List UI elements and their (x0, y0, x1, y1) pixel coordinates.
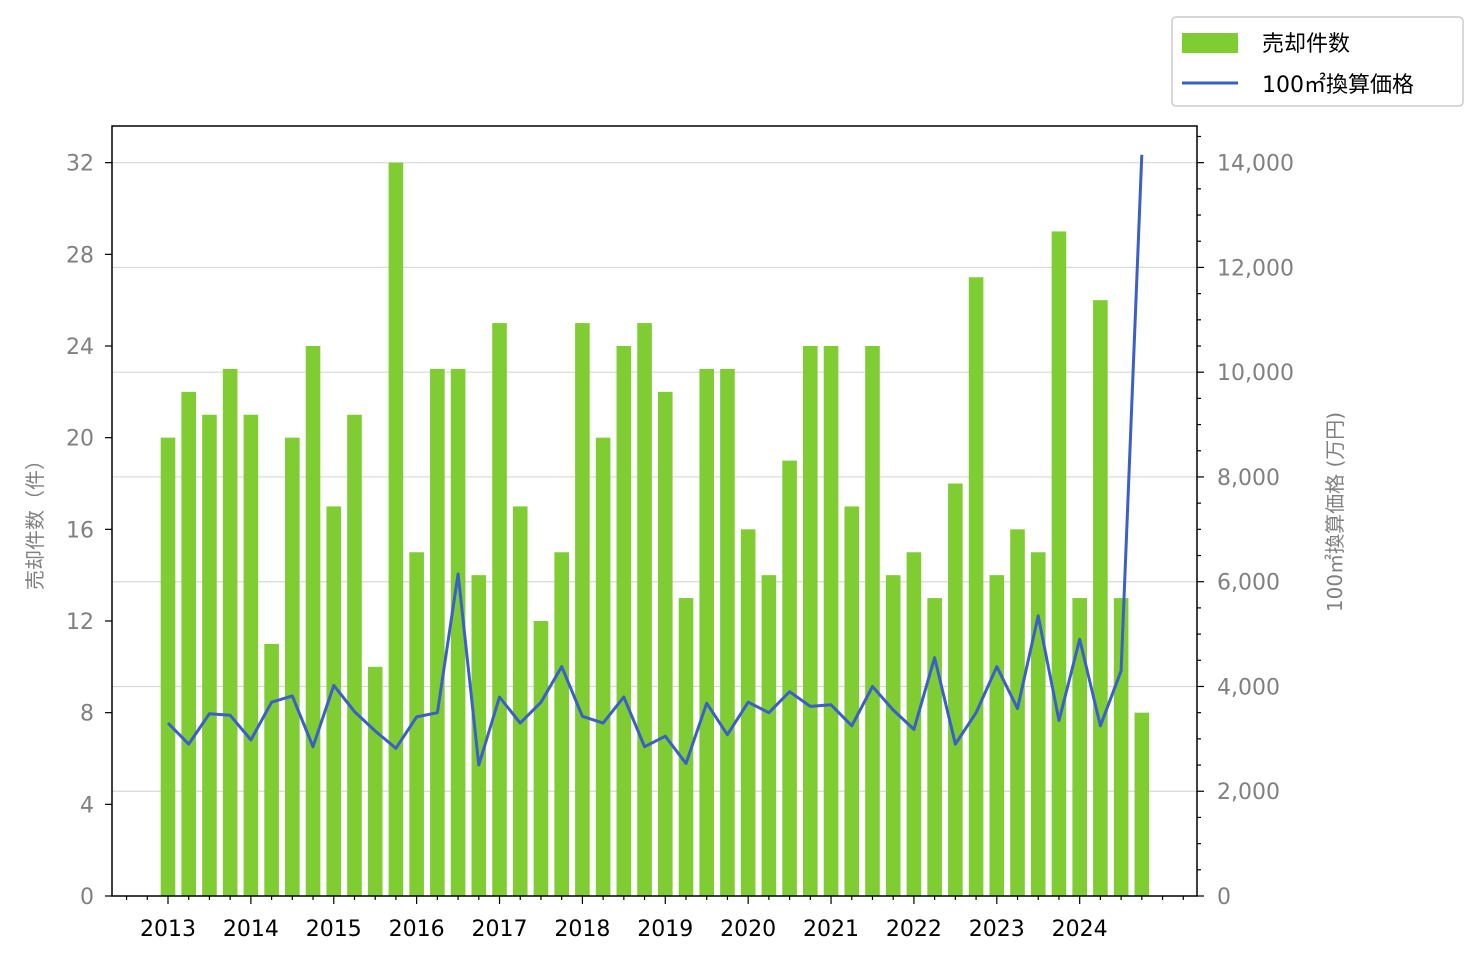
bar (761, 575, 777, 896)
y-axis-right: 0 2,000 4,000 6,000 8,000 10,000 12,000 14,000 (1197, 135, 1294, 910)
y-left-tick-label: 0 (80, 885, 94, 910)
price-line (166, 154, 1144, 767)
bar (222, 368, 238, 897)
bar (1010, 529, 1025, 896)
y-left-tick-label: 20 (66, 427, 94, 452)
bar (285, 437, 300, 896)
x-axis: 2013 2014 2015 2016 2017 2018 2019 2020 2021 2022… (125, 896, 1184, 942)
x-tick-label: 2023 (969, 917, 1025, 942)
bar (1072, 598, 1087, 896)
bar (720, 368, 735, 897)
legend-label-line: 100㎡換算価格 (1262, 72, 1414, 98)
x-tick-label: 2015 (306, 917, 362, 942)
bar (927, 598, 942, 896)
y-left-tick-label: 16 (66, 518, 94, 543)
bar (264, 643, 279, 896)
x-tick-label: 2018 (554, 917, 610, 942)
legend-label-bar: 売却件数 (1262, 32, 1350, 57)
bar (865, 346, 880, 896)
x-tick-label: 2014 (223, 917, 279, 942)
bar (1113, 598, 1129, 896)
x-tick-label: 2017 (472, 917, 528, 942)
bar (409, 552, 424, 896)
x-tick-label: 2019 (637, 917, 693, 942)
bar (699, 368, 715, 897)
y-left-tick-label: 28 (66, 243, 94, 268)
bar (471, 575, 487, 896)
bar (657, 391, 673, 896)
bar (160, 437, 176, 896)
bar-series (160, 162, 1150, 897)
bar (740, 529, 756, 896)
bar (616, 346, 632, 896)
y-right-tick-label: 10,000 (1217, 361, 1294, 386)
bar (1030, 552, 1046, 896)
bar (181, 391, 197, 896)
bar (823, 346, 839, 896)
y-right-tick-label: 8,000 (1217, 466, 1280, 491)
x-tick-label: 2024 (1052, 917, 1108, 942)
bar (948, 483, 963, 896)
y-right-tick-label: 4,000 (1217, 675, 1280, 700)
x-tick-label: 2021 (803, 917, 859, 942)
y-left-tick-label: 12 (66, 610, 94, 635)
bar (367, 666, 383, 896)
y-left-tick-label: 8 (80, 702, 94, 727)
y-axis-left-title: 売却件数（件） (23, 450, 47, 590)
bar (492, 323, 507, 896)
bar (844, 506, 860, 896)
legend-box (1171, 16, 1464, 107)
bar (388, 162, 404, 896)
legend: 売却件数 100㎡換算価格 (1171, 16, 1464, 107)
bar (575, 323, 590, 896)
y-left-tick-label: 4 (80, 793, 94, 818)
bar (347, 414, 362, 896)
legend-swatch-bar (1182, 33, 1238, 53)
bar (512, 506, 528, 896)
x-tick-label: 2020 (720, 917, 776, 942)
y-axis-right-title: 100㎡換算価格 (万円) (1323, 412, 1347, 612)
y-right-tick-label: 14,000 (1217, 152, 1294, 177)
bar (533, 621, 549, 896)
bar (637, 323, 652, 896)
bar (968, 277, 984, 896)
bar (803, 346, 818, 896)
y-right-tick-label: 12,000 (1217, 256, 1294, 281)
y-axis-left: 0 4 8 12 16 20 24 28 32 (66, 152, 112, 910)
y-left-tick-label: 32 (66, 152, 94, 177)
bar (554, 552, 569, 896)
bar (305, 346, 321, 896)
x-tick-label: 2013 (140, 917, 196, 942)
y-right-tick-label: 0 (1217, 885, 1231, 910)
bar (1051, 231, 1067, 896)
y-right-tick-label: 6,000 (1217, 571, 1280, 596)
bar (1093, 300, 1108, 897)
x-tick-label: 2022 (886, 917, 942, 942)
bar (989, 575, 1005, 896)
y-right-tick-label: 2,000 (1217, 780, 1280, 805)
bar (782, 460, 797, 896)
bar (326, 506, 342, 896)
bar (885, 575, 901, 896)
bar (430, 368, 445, 897)
y-left-tick-label: 24 (66, 335, 94, 360)
bar (1134, 712, 1150, 896)
bar (243, 414, 259, 896)
bar (678, 598, 694, 896)
plot-frame (111, 125, 1198, 897)
bar (595, 437, 611, 896)
bar (450, 368, 466, 897)
x-tick-label: 2016 (389, 917, 445, 942)
bar (202, 414, 217, 896)
